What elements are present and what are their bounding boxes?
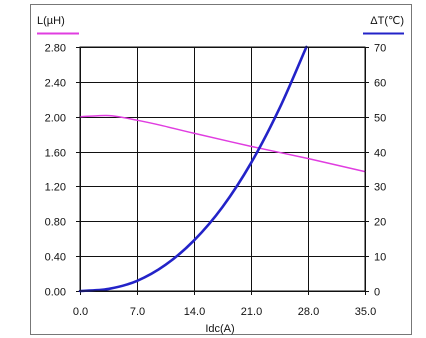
- x-tick-label: 35.0: [355, 306, 376, 318]
- chart-frame: [30, 4, 412, 335]
- y-tick-label-right: 50: [374, 113, 386, 125]
- y-tick-label-right: 10: [374, 252, 386, 264]
- y-tick-label-right: 40: [374, 148, 386, 160]
- inductance-curve: [79, 114, 366, 173]
- grid: [80, 47, 366, 292]
- y-tick-label-left: 0.80: [45, 217, 66, 229]
- y-tick-label-left: 1.60: [45, 148, 66, 160]
- y-tick-label-right: 30: [374, 182, 386, 194]
- delta-t-curve: [78, 45, 308, 293]
- y-tick-label-right: 0: [374, 287, 380, 299]
- x-tick-label: 14.0: [184, 306, 205, 318]
- x-tick-label: 7.0: [130, 306, 145, 318]
- y-tick-label-right: 60: [374, 78, 386, 90]
- left-axis-label: L(µH): [37, 15, 65, 27]
- y-tick-label-right: 20: [374, 217, 386, 229]
- y-tick-label-left: 0.40: [45, 252, 66, 264]
- axis-ticks: 0.0 7.0 14.0 21.0 28.0 35.0 0.00 0.40 0.80 1.20 1.…: [45, 43, 387, 319]
- y-tick-label-left: 0.00: [45, 287, 66, 299]
- right-axis-label: ΔT(℃): [370, 15, 404, 27]
- series: [78, 45, 366, 293]
- plot-area: [79, 46, 366, 292]
- y-tick-label-right: 70: [374, 43, 386, 55]
- x-tick-label: 21.0: [241, 306, 262, 318]
- x-axis-label: Idc(A): [205, 323, 234, 335]
- y-tick-label-left: 2.40: [45, 78, 66, 90]
- x-tick-label: 28.0: [298, 306, 319, 318]
- y-tick-label-left: 2.00: [45, 113, 66, 125]
- x-tick-label: 0.0: [73, 306, 88, 318]
- y-tick-label-left: 2.80: [45, 43, 66, 55]
- y-tick-label-left: 1.20: [45, 182, 66, 194]
